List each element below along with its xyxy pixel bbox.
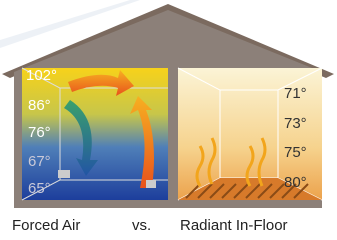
temperature-label: 75° (284, 144, 307, 161)
temperature-label: 102° (26, 67, 57, 84)
temperature-label: 76° (28, 124, 51, 141)
vent (58, 170, 70, 178)
caption-middle: vs. (132, 217, 151, 234)
temperature-label: 86° (28, 97, 51, 114)
temperature-label: 80° (284, 174, 307, 191)
vent (146, 180, 156, 188)
temperature-label: 65° (28, 180, 51, 197)
caption-left: Forced Air (12, 217, 80, 234)
temperature-label: 73° (284, 115, 307, 132)
illustration: 102° 86° 76° 67° 65° 71° 73° 75° 80° For… (0, 0, 337, 240)
temperature-label: 71° (284, 85, 307, 102)
caption-right: Radiant In-Floor (180, 217, 288, 234)
temperature-label: 67° (28, 153, 51, 170)
